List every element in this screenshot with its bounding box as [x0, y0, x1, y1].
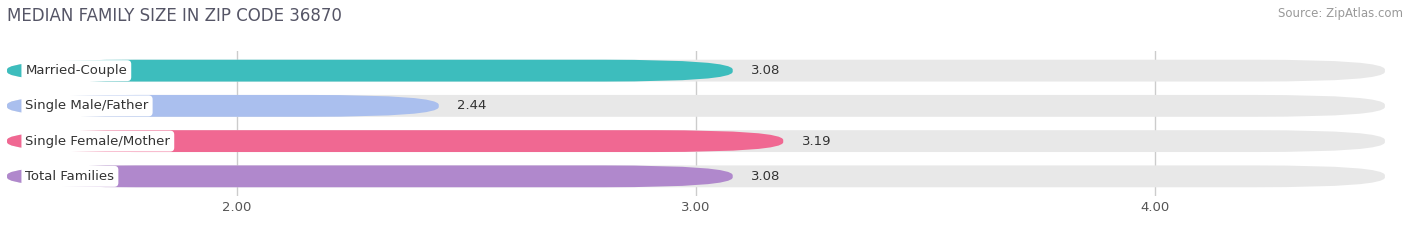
FancyBboxPatch shape: [7, 130, 1385, 152]
Text: 3.08: 3.08: [751, 64, 780, 77]
FancyBboxPatch shape: [7, 60, 733, 82]
FancyBboxPatch shape: [7, 165, 733, 187]
FancyBboxPatch shape: [7, 95, 439, 117]
Text: Source: ZipAtlas.com: Source: ZipAtlas.com: [1278, 7, 1403, 20]
Text: 2.44: 2.44: [457, 99, 486, 112]
FancyBboxPatch shape: [7, 95, 1385, 117]
Text: MEDIAN FAMILY SIZE IN ZIP CODE 36870: MEDIAN FAMILY SIZE IN ZIP CODE 36870: [7, 7, 342, 25]
Text: Total Families: Total Families: [25, 170, 114, 183]
Text: 3.08: 3.08: [751, 170, 780, 183]
Text: Married-Couple: Married-Couple: [25, 64, 128, 77]
Text: Single Male/Father: Single Male/Father: [25, 99, 149, 112]
FancyBboxPatch shape: [7, 130, 783, 152]
FancyBboxPatch shape: [7, 165, 1385, 187]
FancyBboxPatch shape: [7, 60, 1385, 82]
Text: 3.19: 3.19: [801, 135, 831, 148]
Text: Single Female/Mother: Single Female/Mother: [25, 135, 170, 148]
